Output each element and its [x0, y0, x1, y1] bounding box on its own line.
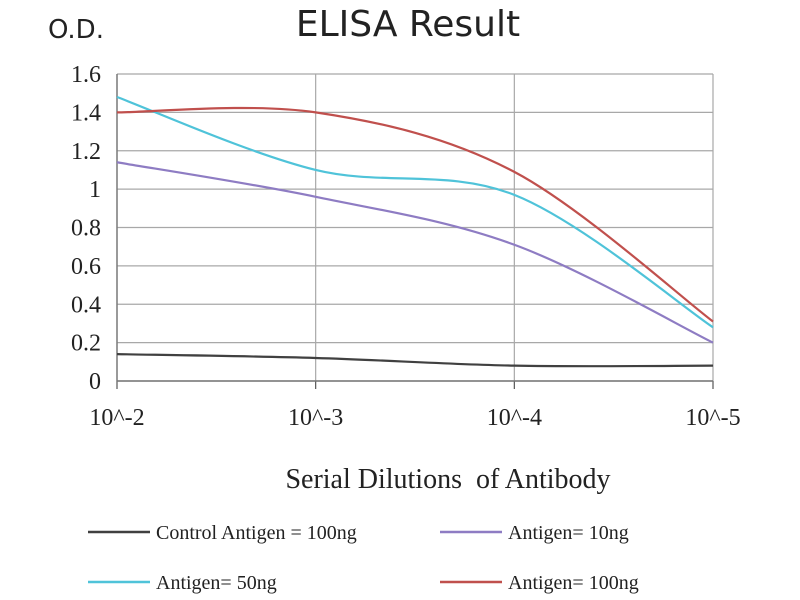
legend-label-4: Antigen= 100ng	[508, 572, 639, 594]
y-tick-label: 1.4	[71, 100, 101, 126]
chart-title: ELISA Result	[296, 4, 520, 45]
plot-area: 0 0.2 0.4 0.6 0.8 1 1.2 1.4 1.6 10^-2 10^-3 10^-4 10…	[71, 62, 741, 431]
x-tick-label: 10^-5	[685, 405, 740, 431]
y-axis-label: O.D.	[48, 15, 104, 45]
x-axis-label: Serial Dilutions of Antibody	[285, 464, 610, 495]
y-tick-label: 0.8	[71, 216, 101, 242]
legend-label-1: Control Antigen = 100ng	[156, 522, 357, 544]
y-tick-label: 0	[89, 369, 101, 395]
series-line-4	[116, 106, 714, 323]
series-line-3	[116, 95, 714, 329]
series-line-2	[116, 161, 714, 344]
series-line-1	[116, 353, 714, 368]
y-tick-label: 0.4	[71, 292, 101, 318]
x-tick-label: 10^-3	[288, 405, 343, 431]
y-tick-label: 1	[89, 177, 101, 203]
y-tick-label: 0.2	[71, 331, 101, 357]
y-tick-label: 1.2	[71, 139, 101, 165]
legend-label-2: Antigen= 10ng	[508, 522, 629, 544]
legend-label-3: Antigen= 50ng	[156, 572, 277, 594]
x-tick-label: 10^-2	[89, 405, 144, 431]
y-tick-label: 1.6	[71, 62, 101, 88]
x-tick-label: 10^-4	[487, 405, 542, 431]
legend: Control Antigen = 100ng Antigen= 10ng Anti…	[88, 522, 639, 594]
y-tick-label: 0.6	[71, 254, 101, 280]
